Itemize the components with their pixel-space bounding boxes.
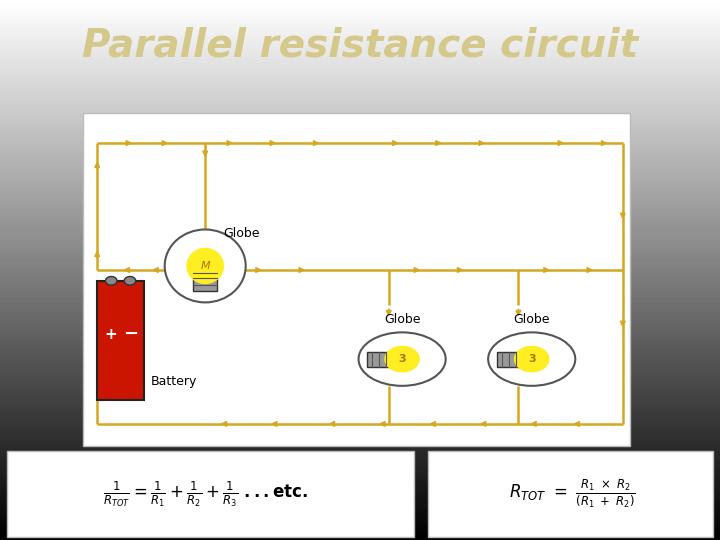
- Text: Globe: Globe: [384, 313, 420, 326]
- Bar: [193, 268, 217, 291]
- Ellipse shape: [514, 346, 549, 373]
- Ellipse shape: [359, 332, 446, 386]
- Ellipse shape: [186, 248, 224, 284]
- Circle shape: [125, 276, 136, 285]
- Text: 3: 3: [398, 354, 406, 364]
- Text: $\frac{1}{R_{TOT}} = \frac{1}{R_1} + \frac{1}{R_2} + \frac{1}{R_3}\ \mathbf{...e: $\frac{1}{R_{TOT}} = \frac{1}{R_1} + \fr…: [103, 480, 307, 509]
- Text: −: −: [123, 325, 138, 343]
- Text: 3: 3: [528, 354, 536, 364]
- FancyBboxPatch shape: [428, 451, 713, 537]
- Text: Globe: Globe: [223, 227, 260, 240]
- Bar: [497, 352, 521, 367]
- Text: $R_{TOT}\ =\ \frac{R_1\ \times\ R_2}{(R_1\ +\ R_2)}$: $R_{TOT}\ =\ \frac{R_1\ \times\ R_2}{(R_…: [509, 478, 636, 510]
- Text: Battery: Battery: [151, 375, 197, 388]
- Circle shape: [105, 276, 117, 285]
- Text: Parallel resistance circuit: Parallel resistance circuit: [82, 27, 638, 65]
- Bar: [367, 352, 391, 367]
- FancyBboxPatch shape: [7, 451, 414, 537]
- Ellipse shape: [384, 346, 420, 373]
- Ellipse shape: [488, 332, 575, 386]
- Ellipse shape: [165, 230, 246, 302]
- Text: Globe: Globe: [513, 313, 550, 326]
- Bar: [97, 281, 144, 400]
- FancyBboxPatch shape: [83, 113, 630, 446]
- Text: M: M: [200, 261, 210, 271]
- Text: +: +: [104, 327, 117, 342]
